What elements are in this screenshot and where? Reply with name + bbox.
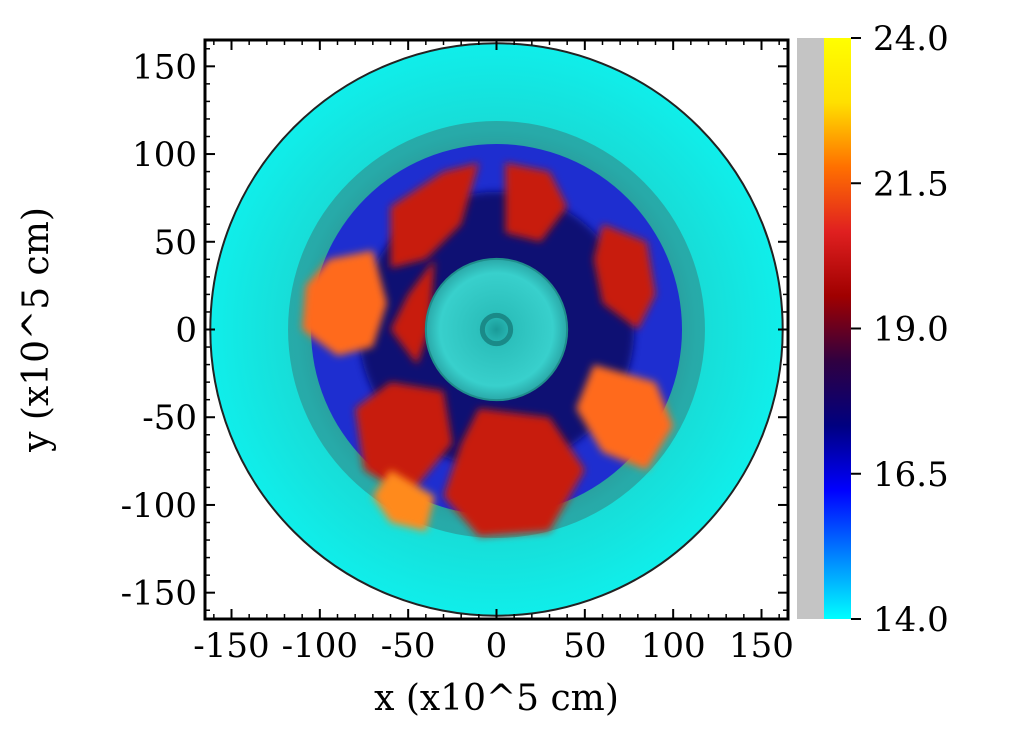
x-tick-label: -100 [282, 626, 358, 666]
plume-1 [302, 250, 387, 356]
plume-3 [505, 162, 568, 242]
core-region [424, 257, 569, 402]
colorbar-tick-label: 21.5 [873, 164, 949, 204]
colorbar-tick-label: 16.5 [873, 455, 949, 495]
x-tick-label: 100 [641, 626, 706, 666]
plume-9 [390, 259, 435, 365]
y-tick-label: 50 [154, 223, 197, 263]
minor-ticks [205, 40, 788, 619]
x-tick-label: 150 [729, 626, 794, 666]
colorbar-tick-label: 19.0 [873, 310, 949, 350]
plume-4 [593, 224, 656, 330]
plume-8 [372, 469, 435, 532]
colorbar-gray-strip [797, 38, 824, 619]
core-center-ring [479, 312, 514, 347]
plume-6 [443, 408, 585, 537]
y-tick-label: -150 [121, 574, 197, 614]
y-tick-label: 0 [175, 311, 197, 351]
heatmap [209, 42, 784, 617]
x-tick-label: -50 [381, 626, 436, 666]
x-axis-ticks: -150 -100 -50 0 50 100 150 [193, 40, 794, 666]
y-tick-label: -50 [142, 398, 197, 438]
y-axis-ticks: -150 -100 -50 0 50 100 150 [121, 47, 788, 614]
plume-5 [576, 364, 674, 470]
x-tick-label: 0 [486, 626, 508, 666]
y-tick-label: -100 [121, 486, 197, 526]
colorbar [824, 38, 851, 619]
colorbar-tick-label: 24.0 [873, 19, 949, 59]
colorbar-tick-label: 14.0 [873, 600, 949, 640]
colorbar-ticks: 14.0 16.5 19.0 21.5 24.0 [851, 19, 949, 640]
y-axis-label: y (x10^5 cm) [16, 207, 57, 453]
plume-7 [355, 382, 453, 497]
x-tick-label: -150 [193, 626, 269, 666]
x-axis-label: x (x10^5 cm) [374, 678, 619, 719]
x-tick-label: 50 [563, 626, 606, 666]
plume-2 [390, 162, 479, 269]
y-tick-label: 150 [132, 47, 197, 87]
y-tick-label: 100 [132, 135, 197, 175]
